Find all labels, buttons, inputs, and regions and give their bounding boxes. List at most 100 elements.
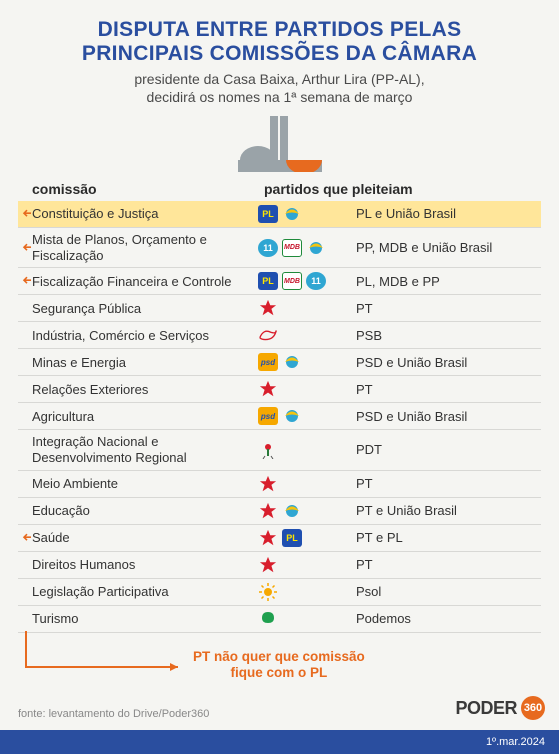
header-commission: comissão [18, 181, 258, 197]
commission-cell: Meio Ambiente [18, 476, 258, 492]
party-logos-cell: psd [258, 353, 356, 371]
title-line-1: DISPUTA ENTRE PARTIDOS PELAS [98, 18, 462, 41]
table-row: Turismo Podemos [18, 606, 541, 633]
pl-logo-icon: PL [258, 205, 278, 223]
podemos-logo-icon [258, 610, 278, 628]
parties-text-cell: PT [356, 301, 541, 317]
date-text: 1º.mar.2024 [486, 736, 545, 748]
congress-icon [18, 112, 541, 177]
brand-logo: PODER 360 [455, 696, 545, 720]
bracket-arrow-icon [22, 274, 32, 290]
table-row: Mista de Planos, Orçamento e Fiscalizaçã… [18, 228, 541, 268]
commission-cell: Turismo [18, 611, 258, 627]
commission-name: Mista de Planos, Orçamento e Fiscalizaçã… [32, 232, 207, 263]
pdt-logo-icon [258, 441, 278, 459]
commission-cell: Segurança Pública [18, 301, 258, 317]
commission-name: Relações Exteriores [32, 382, 148, 397]
commission-cell: Relações Exteriores [18, 382, 258, 398]
page-subtitle: presidente da Casa Baixa, Arthur Lira (P… [18, 71, 541, 106]
commission-name: Direitos Humanos [32, 557, 135, 572]
subtitle-line-1: presidente da Casa Baixa, Arthur Lira (P… [134, 71, 424, 87]
table-row: Segurança Pública PT [18, 295, 541, 322]
parties-text-cell: PP, MDB e União Brasil [356, 240, 541, 256]
pl-logo-icon: PL [258, 272, 278, 290]
commission-cell: Minas e Energia [18, 355, 258, 371]
table-row: Direitos Humanos PT [18, 552, 541, 579]
uniao-logo-icon [282, 353, 302, 371]
table-row: Relações Exteriores PT [18, 376, 541, 403]
psd-logo-icon: psd [258, 353, 278, 371]
bracket-arrow-icon [22, 240, 32, 256]
page-title: DISPUTA ENTRE PARTIDOS PELAS PRINCIPAIS … [18, 18, 541, 66]
table-row: Meio AmbientePT [18, 471, 541, 498]
commission-name: Agricultura [32, 409, 94, 424]
party-logos-cell: PL [258, 529, 356, 547]
party-logos-cell [258, 502, 356, 520]
callout-area: PT não quer que comissão fique com o PL [18, 631, 541, 693]
infographic-page: DISPUTA ENTRE PARTIDOS PELAS PRINCIPAIS … [0, 0, 559, 754]
parties-text-cell: PL e União Brasil [356, 206, 541, 222]
party-logos-cell: PL [258, 205, 356, 223]
commission-name: Integração Nacional e Desenvolvimento Re… [32, 434, 187, 465]
commission-cell: Legislação Participativa [18, 584, 258, 600]
parties-text-cell: PT [356, 382, 541, 398]
commission-cell: Fiscalização Financeira e Controle [18, 274, 258, 290]
party-logos-cell [258, 299, 356, 317]
pp-logo-icon: 11 [306, 272, 326, 290]
table-row: SaúdePLPT e PL [18, 525, 541, 552]
brand-text: PODER [455, 698, 517, 719]
commission-name: Turismo [32, 611, 78, 626]
parties-text-cell: Podemos [356, 611, 541, 627]
date-bar: 1º.mar.2024 [0, 730, 559, 754]
psol-logo-icon [258, 583, 278, 601]
table-row: Minas e Energia psd PSD e União Brasil [18, 349, 541, 376]
commission-name: Indústria, Comércio e Serviços [32, 328, 209, 343]
commission-name: Legislação Participativa [32, 584, 169, 599]
pp-logo-icon: 11 [258, 239, 278, 257]
mdb-logo-icon: MDB [282, 239, 302, 257]
bracket-arrow-icon [22, 530, 32, 546]
table-body: Constituição e Justiça PL PL e União Brasi… [18, 201, 541, 632]
parties-text-cell: Psol [356, 584, 541, 600]
party-logos-cell [258, 556, 356, 574]
table-row: Constituição e Justiça PL PL e União Brasi… [18, 201, 541, 228]
source-text: fonte: levantamento do Drive/Poder360 [18, 708, 209, 720]
parties-text-cell: PSB [356, 328, 541, 344]
party-logos-cell [258, 326, 356, 344]
header-parties: partidos que pleiteiam [258, 181, 541, 197]
parties-text-cell: PT [356, 557, 541, 573]
party-logos-cell [258, 441, 356, 459]
party-logos-cell [258, 610, 356, 628]
party-logos-cell: psd [258, 407, 356, 425]
pt-logo-icon [258, 502, 278, 520]
party-logos-cell [258, 380, 356, 398]
brand-360-badge: 360 [521, 696, 545, 720]
table-row: Agricultura psd PSD e União Brasil [18, 403, 541, 430]
callout-text: PT não quer que comissão fique com o PL [193, 649, 365, 681]
uniao-logo-icon [282, 502, 302, 520]
commission-cell: Educação [18, 503, 258, 519]
parties-text-cell: PSD e União Brasil [356, 409, 541, 425]
parties-text-cell: PSD e União Brasil [356, 355, 541, 371]
uniao-logo-icon [282, 205, 302, 223]
table-row: Indústria, Comércio e Serviços PSB [18, 322, 541, 349]
commission-name: Constituição e Justiça [32, 206, 158, 221]
commission-cell: Integração Nacional e Desenvolvimento Re… [18, 434, 258, 465]
uniao-logo-icon [282, 407, 302, 425]
commission-name: Minas e Energia [32, 355, 126, 370]
callout-line-2: fique com o PL [231, 665, 328, 680]
commission-cell: Agricultura [18, 409, 258, 425]
party-logos-cell [258, 475, 356, 493]
parties-text-cell: PL, MDB e PP [356, 274, 541, 290]
party-logos-cell: 11MDB [258, 239, 356, 257]
commission-name: Segurança Pública [32, 301, 141, 316]
pt-logo-icon [258, 380, 278, 398]
table-row: Fiscalização Financeira e ControlePLMDB1… [18, 268, 541, 295]
party-logos-cell [258, 583, 356, 601]
table-row: EducaçãoPT e União Brasil [18, 498, 541, 525]
commission-cell: Direitos Humanos [18, 557, 258, 573]
psd-logo-icon: psd [258, 407, 278, 425]
commission-name: Meio Ambiente [32, 476, 118, 491]
commission-name: Saúde [32, 530, 70, 545]
uniao-logo-icon [306, 239, 326, 257]
